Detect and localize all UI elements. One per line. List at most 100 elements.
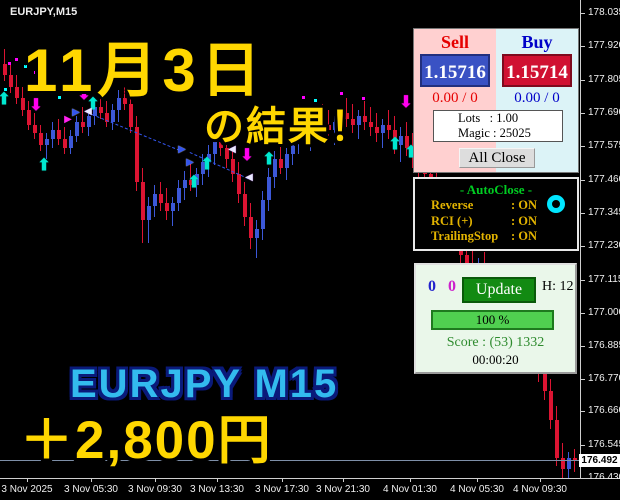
candle-body xyxy=(182,179,187,189)
autoclose-row-rci: RCI (+) : ON xyxy=(415,214,577,230)
time-tick xyxy=(155,479,156,482)
candle-body xyxy=(104,112,109,122)
candle-body xyxy=(62,139,67,148)
candle-body xyxy=(542,373,547,392)
candle-body xyxy=(134,127,139,183)
progress-fill xyxy=(433,312,552,328)
candle-body xyxy=(242,194,247,218)
time-tick xyxy=(27,479,28,482)
candle-body xyxy=(236,173,241,195)
time-tick-label: 3 Nov 21:30 xyxy=(316,484,370,495)
price-axis[interactable]: 176.492 178.035 177.920 177.805 177.690 177.… xyxy=(579,0,620,483)
candle-body xyxy=(290,141,295,154)
time-tick xyxy=(540,479,541,482)
price-tick xyxy=(581,379,585,381)
magic-line: Magic : 25025 xyxy=(458,126,531,140)
candle-wick xyxy=(82,107,83,134)
time-tick-label: 3 Nov 17:30 xyxy=(255,484,309,495)
price-tick xyxy=(581,279,585,281)
candle-body xyxy=(146,205,151,221)
time-axis[interactable]: 3 Nov 2025 3 Nov 05:30 3 Nov 09:30 3 Nov 13… xyxy=(0,479,620,500)
candle-wick xyxy=(100,92,101,119)
price-tick-label: 177.805 xyxy=(588,73,620,85)
candle-body xyxy=(284,153,289,168)
time-tick-label: 3 Nov 05:30 xyxy=(64,484,118,495)
time-tick-label: 4 Nov 01:30 xyxy=(383,484,437,495)
candle-body xyxy=(404,136,409,148)
candle-body xyxy=(200,162,205,174)
overlay-profit-text: ＋2,800円 xyxy=(20,411,273,470)
candle-body xyxy=(302,133,307,139)
candle-body xyxy=(80,121,85,128)
all-close-button[interactable]: All Close xyxy=(459,148,535,168)
trade-panel: Sell Buy 1.15716 1.15714 0.00 / 0 0.00 /… xyxy=(413,28,579,173)
candle-body xyxy=(560,457,565,470)
entry-marker-blue-icon: ▶ xyxy=(72,107,80,118)
candle-body xyxy=(56,130,61,140)
candle-body xyxy=(332,121,337,131)
candle-wick xyxy=(46,133,47,160)
candle-body xyxy=(362,115,367,122)
price-tick xyxy=(581,246,585,248)
candle-body xyxy=(116,98,121,111)
price-tick xyxy=(581,146,585,148)
candle-body xyxy=(152,194,157,206)
candle-wick xyxy=(172,196,173,226)
candle-body xyxy=(308,127,313,140)
signal-dot-cyan-icon xyxy=(4,88,7,91)
price-tick xyxy=(581,79,585,81)
candle-body xyxy=(14,86,19,99)
time-tick xyxy=(477,479,478,482)
sell-signal-arrow-icon: ⬇ xyxy=(239,145,255,166)
candle-body xyxy=(212,141,217,154)
signal-dot-magenta-icon xyxy=(362,97,365,100)
buy-header: Buy xyxy=(521,32,553,52)
candle-body xyxy=(86,115,91,128)
candle-body xyxy=(566,457,571,470)
update-button[interactable]: Update xyxy=(462,277,536,303)
candle-body xyxy=(548,391,553,421)
sell-price-button[interactable]: 1.15716 xyxy=(420,54,490,87)
sell-signal-arrow-icon: ⬇ xyxy=(28,95,44,116)
candle-body xyxy=(110,110,115,122)
candle-wick xyxy=(148,196,149,244)
candle-body xyxy=(464,254,469,267)
chart-symbol-label: EURJPY,M15 xyxy=(10,6,78,18)
candle-body xyxy=(158,194,163,203)
reverse-label: Reverse xyxy=(431,198,474,212)
autoclose-toggle-icon[interactable] xyxy=(547,195,565,213)
candle-wick xyxy=(340,107,341,137)
buy-signal-arrow-icon: ⬆ xyxy=(186,172,202,193)
candle-body xyxy=(92,107,97,116)
h-count-label: H: 12 xyxy=(542,279,574,294)
price-tick-label: 177.460 xyxy=(588,173,620,185)
candle-body xyxy=(176,188,181,203)
price-tick xyxy=(581,46,585,48)
signal-dot-cyan-icon xyxy=(58,96,61,99)
buy-price-button[interactable]: 1.15714 xyxy=(502,54,572,87)
current-price-line xyxy=(0,460,580,461)
exit-marker-icon: ◀ xyxy=(84,106,92,117)
price-tick-label: 176.545 xyxy=(588,438,620,450)
candle-body xyxy=(410,147,415,157)
price-tick-label: 176.770 xyxy=(588,373,620,385)
candle-body xyxy=(128,104,133,128)
candle-body xyxy=(380,124,385,134)
buy-signal-arrow-icon: ⬆ xyxy=(387,134,403,155)
sell-signal-arrow-icon: ⬇ xyxy=(398,92,414,113)
current-price-label: 176.492 xyxy=(579,454,620,467)
price-tick-label: 177.920 xyxy=(588,40,620,52)
candle-body xyxy=(554,420,559,458)
candle-body xyxy=(20,98,25,111)
exit-marker-icon: ◀ xyxy=(245,172,253,183)
reverse-value: : ON xyxy=(511,198,538,212)
price-tick-label: 177.115 xyxy=(588,273,620,285)
candle-wick xyxy=(304,115,305,145)
candle-wick xyxy=(256,220,257,258)
price-tick xyxy=(581,179,585,181)
overlay-result-text: の結果！ xyxy=(204,105,372,149)
buy-signal-arrow-icon: ⬆ xyxy=(36,155,52,176)
candle-wick xyxy=(400,127,401,163)
price-axis-line xyxy=(580,0,581,478)
signal-dot-magenta-icon xyxy=(15,58,18,61)
